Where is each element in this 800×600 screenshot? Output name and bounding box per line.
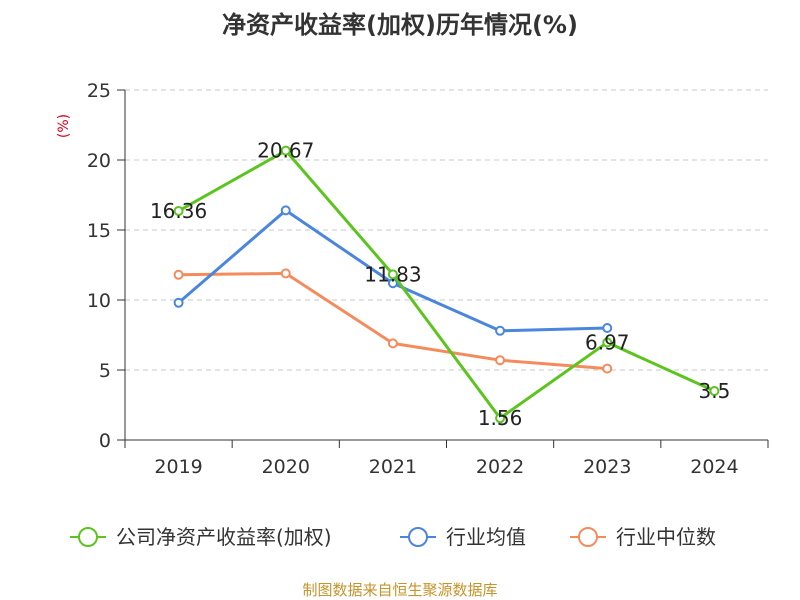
chart-title: 净资产收益率(加权)历年情况(%)	[222, 11, 578, 39]
data-labels: 16.36 20.67 11.83 1.56 6.97 3.5	[150, 139, 730, 431]
data-label: 20.67	[257, 139, 314, 163]
y-tick-label: 5	[99, 360, 111, 382]
data-point[interactable]	[495, 325, 506, 336]
axes: 0 5 10 15 20 25 2019 2020 2021 2022 2023 2024	[87, 80, 769, 478]
data-point[interactable]	[495, 355, 506, 366]
legend-item[interactable]: 公司净资产收益率(加权)	[70, 525, 332, 549]
data-label: 1.56	[478, 406, 523, 430]
y-tick-label: 25	[87, 80, 111, 102]
x-tick-label: 2021	[369, 456, 417, 478]
y-tick-label: 10	[87, 290, 111, 312]
x-tick-label: 2023	[583, 456, 631, 478]
data-label: 6.97	[585, 330, 630, 354]
data-point[interactable]	[173, 297, 184, 308]
grid-lines	[125, 89, 768, 371]
source-note: 制图数据来自恒生聚源数据库	[302, 581, 497, 599]
y-tick-label: 0	[99, 430, 111, 452]
series-line	[177, 149, 716, 420]
data-point[interactable]	[280, 268, 291, 279]
data-point[interactable]	[709, 386, 720, 396]
legend-label: 公司净资产收益率(加权)	[116, 525, 332, 549]
y-tick-label: 15	[87, 220, 111, 242]
data-point[interactable]	[387, 269, 398, 280]
x-tick-label: 2020	[262, 456, 310, 478]
x-tick-label: 2022	[476, 456, 524, 478]
data-point[interactable]	[173, 269, 184, 280]
legend-marker	[578, 527, 598, 547]
legend-marker	[78, 527, 98, 547]
data-label: 3.5	[699, 379, 731, 403]
legend-label: 行业中位数	[616, 525, 716, 549]
data-point[interactable]	[280, 205, 291, 216]
legend-label: 行业均值	[446, 525, 526, 549]
series-lines	[173, 145, 720, 424]
legend-marker	[408, 527, 428, 547]
x-tick-label: 2024	[690, 456, 738, 478]
data-point[interactable]	[495, 413, 506, 424]
legend-item[interactable]: 行业均值	[400, 525, 526, 549]
data-point[interactable]	[602, 363, 613, 374]
legend: 公司净资产收益率(加权) 行业均值 行业中位数	[70, 525, 716, 549]
y-axis-unit-label: (%)	[56, 114, 72, 138]
data-point[interactable]	[602, 337, 613, 348]
data-point[interactable]	[387, 338, 398, 349]
data-label: 11.83	[364, 262, 421, 286]
data-point[interactable]	[602, 323, 613, 333]
legend-item[interactable]: 行业中位数	[570, 525, 716, 549]
data-point[interactable]	[173, 205, 184, 216]
y-tick-label: 20	[87, 150, 111, 172]
data-label: 16.36	[150, 199, 207, 223]
x-tick-label: 2019	[154, 456, 202, 478]
data-point[interactable]	[280, 145, 291, 156]
